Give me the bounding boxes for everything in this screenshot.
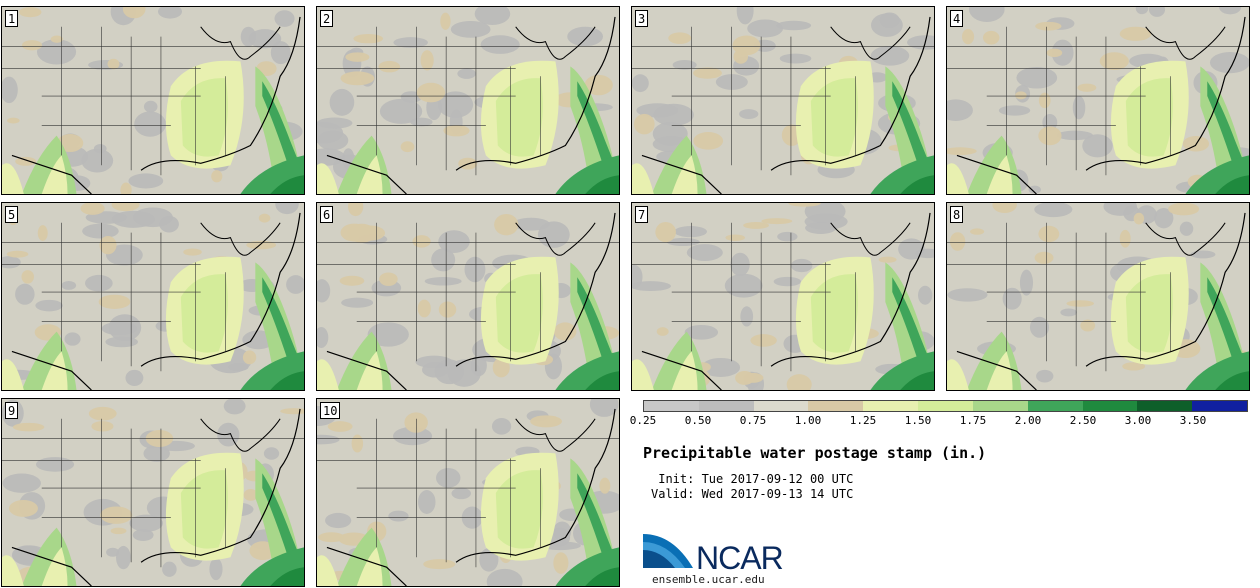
- ncar-logo-text: NCAR: [696, 540, 784, 576]
- ensemble-member-map-9: 9: [1, 398, 305, 587]
- member-number-badge: 8: [950, 206, 964, 223]
- ensemble-member-map-2: 2: [316, 6, 620, 195]
- member-number-badge: 1: [5, 10, 19, 27]
- ensemble-member-map-8: 8: [946, 202, 1250, 391]
- colorbar-segment: [698, 401, 754, 411]
- colorbar-segment: [1192, 401, 1247, 411]
- ncar-logo-icon: [643, 534, 693, 568]
- member-number-badge: 4: [950, 10, 964, 27]
- ensemble-member-map-5: 5: [1, 202, 305, 391]
- colorbar-label: 1.75: [959, 414, 987, 427]
- member-number-badge: 10: [320, 402, 341, 419]
- colorbar-segment: [918, 401, 973, 411]
- init-time: Init: Tue 2017-09-12 00 UTC: [651, 472, 854, 486]
- colorbar: [643, 400, 1248, 412]
- colorbar-label: 3.00: [1124, 414, 1152, 427]
- colorbar-label: 0.25: [629, 414, 657, 427]
- colorbar-segment: [808, 401, 864, 411]
- colorbar-label: 2.50: [1069, 414, 1097, 427]
- colorbar-label: 0.75: [739, 414, 767, 427]
- member-number-badge: 7: [635, 206, 649, 223]
- colorbar-segment: [1027, 401, 1083, 411]
- colorbar-segment: [1137, 401, 1193, 411]
- chart-title: Precipitable water postage stamp (in.): [643, 444, 987, 462]
- member-number-badge: 2: [320, 10, 334, 27]
- colorbar-segment: [972, 401, 1028, 411]
- logo-url: ensemble.ucar.edu: [652, 573, 765, 586]
- ensemble-member-map-10: 10: [316, 398, 620, 587]
- colorbar-label: 2.00: [1014, 414, 1042, 427]
- colorbar-segment: [1082, 401, 1138, 411]
- member-number-badge: 6: [320, 206, 334, 223]
- colorbar-segment: [863, 401, 919, 411]
- ensemble-member-map-3: 3: [631, 6, 935, 195]
- ensemble-member-map-4: 4: [946, 6, 1250, 195]
- colorbar-label: 1.50: [904, 414, 932, 427]
- member-number-badge: 3: [635, 10, 649, 27]
- valid-time: Valid: Wed 2017-09-13 14 UTC: [651, 487, 854, 501]
- colorbar-segment: [753, 401, 809, 411]
- ensemble-member-map-6: 6: [316, 202, 620, 391]
- colorbar-segment: [644, 401, 699, 411]
- member-number-badge: 9: [5, 402, 19, 419]
- colorbar-label: 1.00: [794, 414, 822, 427]
- colorbar-labels: 0.25 0.50 0.75 1.00 1.25 1.50 1.75 2.00 2.50 3.00…: [630, 414, 1250, 428]
- ensemble-member-map-1: 1: [1, 6, 305, 195]
- colorbar-label: 3.50: [1179, 414, 1207, 427]
- colorbar-label: 1.25: [849, 414, 877, 427]
- colorbar-label: 0.50: [684, 414, 712, 427]
- ensemble-member-map-7: 7: [631, 202, 935, 391]
- member-number-badge: 5: [5, 206, 19, 223]
